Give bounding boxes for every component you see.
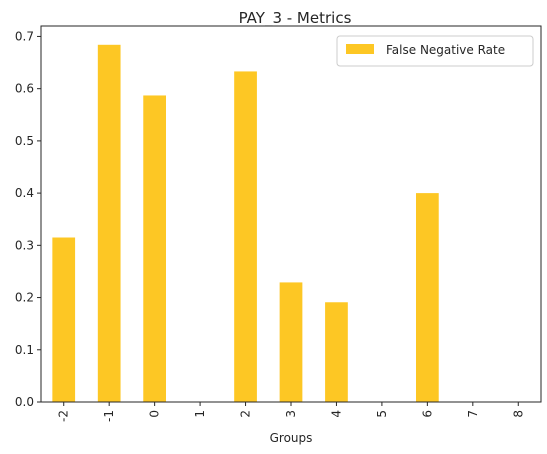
x-tick-label: -1 — [102, 410, 116, 422]
x-tick-label: -2 — [57, 410, 71, 422]
y-tick-label: 0.3 — [15, 238, 34, 252]
y-tick-label: 0.6 — [15, 82, 34, 96]
y-tick-label: 0.4 — [15, 186, 34, 200]
x-tick-label: 7 — [466, 410, 480, 418]
x-tick-label: 6 — [420, 410, 434, 418]
x-tick-label: 2 — [239, 410, 253, 418]
legend-swatch — [346, 44, 374, 54]
bars-group — [52, 44, 439, 403]
legend-box — [336, 35, 534, 67]
bar-6 — [416, 193, 439, 402]
bar-4 — [325, 302, 348, 402]
bar-3 — [279, 282, 303, 402]
x-tick-label: 4 — [329, 410, 343, 418]
legend: False Negative Rate — [336, 35, 534, 67]
x-tick-label: 5 — [375, 410, 389, 418]
x-axis: -2 -1 0 1 2 3 4 5 6 7 8 — [57, 402, 525, 422]
x-tick-label: 0 — [148, 410, 162, 418]
x-tick-label: 8 — [511, 410, 525, 418]
y-tick-label: 0.1 — [15, 343, 34, 357]
y-tick-label: 0.5 — [15, 134, 34, 148]
y-axis: 0.0 0.1 0.2 0.3 0.4 0.5 0.6 0.7 — [15, 29, 41, 409]
legend-label: False Negative Rate — [386, 43, 505, 57]
x-tick-label: 1 — [193, 410, 207, 418]
bar--2 — [52, 237, 76, 402]
x-tick-label: 3 — [284, 410, 298, 418]
bar-2 — [234, 71, 257, 403]
y-tick-label: 0.0 — [15, 395, 34, 409]
plot-frame — [40, 25, 542, 403]
chart-title: PAY_3 - Metrics — [239, 9, 352, 28]
y-tick-label: 0.2 — [15, 291, 34, 305]
bar--1 — [97, 44, 121, 403]
x-axis-label: Groups — [270, 431, 313, 445]
bar-0 — [143, 95, 166, 403]
y-tick-label: 0.7 — [15, 29, 34, 43]
